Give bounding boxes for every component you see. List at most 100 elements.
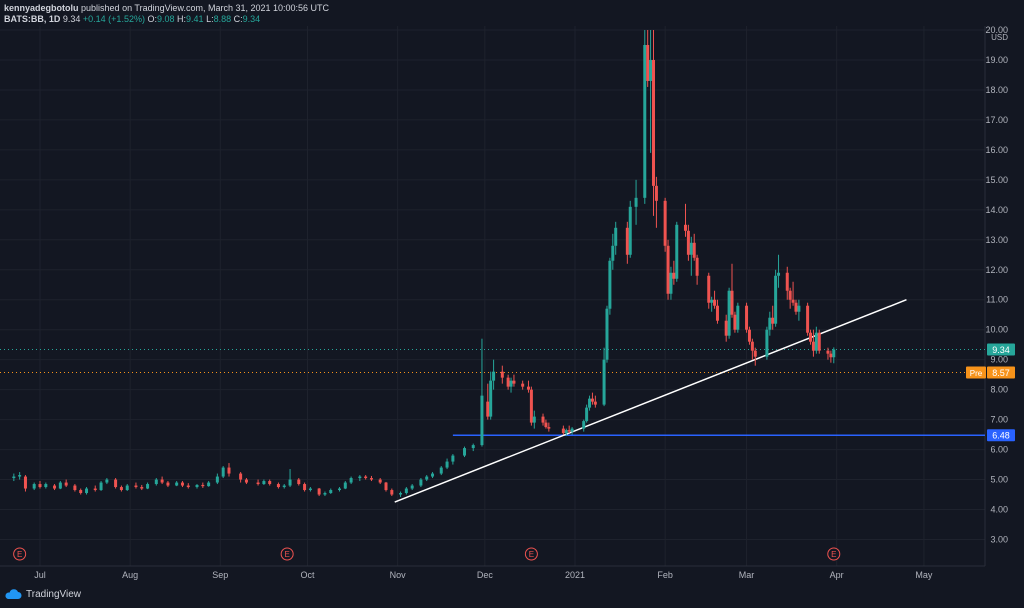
- candle-body[interactable]: [32, 484, 36, 489]
- candle-body[interactable]: [814, 332, 818, 351]
- candle-body[interactable]: [125, 485, 129, 491]
- candle-body[interactable]: [239, 473, 243, 480]
- candle-body[interactable]: [747, 329, 751, 342]
- candle-body[interactable]: [829, 353, 833, 358]
- trend-line[interactable]: [394, 299, 907, 503]
- candle-body[interactable]: [53, 485, 57, 489]
- candle-body[interactable]: [777, 272, 781, 276]
- candle-body[interactable]: [646, 44, 650, 81]
- candle-body[interactable]: [317, 488, 321, 495]
- candle-body[interactable]: [105, 479, 109, 483]
- candle-body[interactable]: [713, 299, 717, 306]
- candle-body[interactable]: [358, 476, 362, 479]
- candle-body[interactable]: [730, 290, 734, 315]
- candle-body[interactable]: [797, 305, 801, 312]
- candle-body[interactable]: [134, 485, 138, 488]
- candle-body[interactable]: [727, 290, 731, 336]
- candle-body[interactable]: [364, 476, 368, 479]
- candle-body[interactable]: [753, 350, 757, 357]
- candle-body[interactable]: [675, 224, 679, 279]
- candle-body[interactable]: [18, 475, 22, 477]
- candle-body[interactable]: [765, 329, 769, 357]
- candle-body[interactable]: [590, 398, 594, 402]
- candle-body[interactable]: [58, 482, 62, 489]
- earnings-marker[interactable]: [524, 547, 538, 561]
- candle-body[interactable]: [431, 473, 435, 477]
- candle-body[interactable]: [683, 224, 687, 231]
- candle-body[interactable]: [806, 305, 810, 333]
- candle-body[interactable]: [146, 484, 150, 489]
- earnings-marker[interactable]: [280, 547, 294, 561]
- candle-body[interactable]: [166, 482, 170, 486]
- candle-body[interactable]: [186, 485, 190, 488]
- candle-body[interactable]: [785, 272, 789, 291]
- candle-body[interactable]: [154, 479, 158, 485]
- candle-body[interactable]: [404, 488, 408, 494]
- candle-body[interactable]: [343, 482, 347, 489]
- candle-body[interactable]: [44, 484, 48, 488]
- candle-body[interactable]: [791, 299, 795, 303]
- candle-body[interactable]: [582, 421, 586, 429]
- candle-body[interactable]: [384, 482, 388, 491]
- symbol-label[interactable]: BATS:BB, 1D: [4, 14, 61, 24]
- candle-body[interactable]: [506, 377, 510, 387]
- candle-body[interactable]: [695, 257, 699, 276]
- candle-body[interactable]: [227, 467, 231, 474]
- candle-body[interactable]: [686, 230, 690, 255]
- candle-body[interactable]: [288, 479, 292, 486]
- candle-body[interactable]: [489, 380, 493, 417]
- candle-body[interactable]: [649, 59, 653, 81]
- candle-body[interactable]: [602, 359, 606, 405]
- candle-body[interactable]: [526, 386, 530, 390]
- candle-body[interactable]: [175, 482, 179, 486]
- candle-body[interactable]: [669, 272, 673, 294]
- candle-body[interactable]: [244, 479, 248, 483]
- candle-body[interactable]: [369, 478, 373, 480]
- price-axis-area[interactable]: [985, 26, 1024, 566]
- candle-body[interactable]: [492, 371, 496, 381]
- candle-body[interactable]: [570, 428, 574, 432]
- candle-body[interactable]: [73, 485, 77, 491]
- candle-body[interactable]: [605, 308, 609, 360]
- candle-body[interactable]: [634, 197, 638, 207]
- candle-body[interactable]: [282, 485, 286, 488]
- author-name[interactable]: kennyadegbotolu: [4, 3, 79, 13]
- candle-body[interactable]: [768, 317, 772, 330]
- candle-body[interactable]: [297, 479, 301, 485]
- candle-body[interactable]: [323, 493, 327, 495]
- candle-body[interactable]: [521, 383, 525, 387]
- candle-body[interactable]: [564, 430, 568, 434]
- candle-body[interactable]: [614, 227, 618, 246]
- candle-body[interactable]: [439, 467, 443, 474]
- candle-body[interactable]: [745, 305, 749, 330]
- candle-body[interactable]: [652, 59, 656, 186]
- candle-body[interactable]: [529, 389, 533, 423]
- candle-body[interactable]: [419, 479, 423, 486]
- candle-body[interactable]: [541, 416, 545, 423]
- candle-body[interactable]: [262, 481, 266, 485]
- candle-body[interactable]: [471, 445, 475, 449]
- candle-body[interactable]: [445, 461, 449, 468]
- candle-body[interactable]: [215, 476, 219, 483]
- candle-body[interactable]: [811, 341, 815, 351]
- candle-body[interactable]: [23, 476, 27, 489]
- candle-body[interactable]: [724, 320, 728, 336]
- candle-body[interactable]: [736, 305, 740, 330]
- candle-body[interactable]: [201, 484, 205, 487]
- candle-body[interactable]: [672, 272, 676, 279]
- candle-body[interactable]: [608, 260, 612, 309]
- candle-body[interactable]: [486, 401, 490, 417]
- candle-body[interactable]: [809, 332, 813, 342]
- candle-body[interactable]: [160, 479, 164, 483]
- candle-body[interactable]: [588, 398, 592, 408]
- candle-body[interactable]: [119, 487, 123, 491]
- candle-body[interactable]: [509, 380, 513, 387]
- candle-body[interactable]: [689, 242, 693, 255]
- candle-body[interactable]: [663, 200, 667, 246]
- candle-body[interactable]: [500, 371, 504, 378]
- candle-body[interactable]: [480, 395, 484, 446]
- candle-body[interactable]: [12, 476, 16, 479]
- candle-body[interactable]: [93, 488, 97, 491]
- candle-body[interactable]: [707, 275, 711, 303]
